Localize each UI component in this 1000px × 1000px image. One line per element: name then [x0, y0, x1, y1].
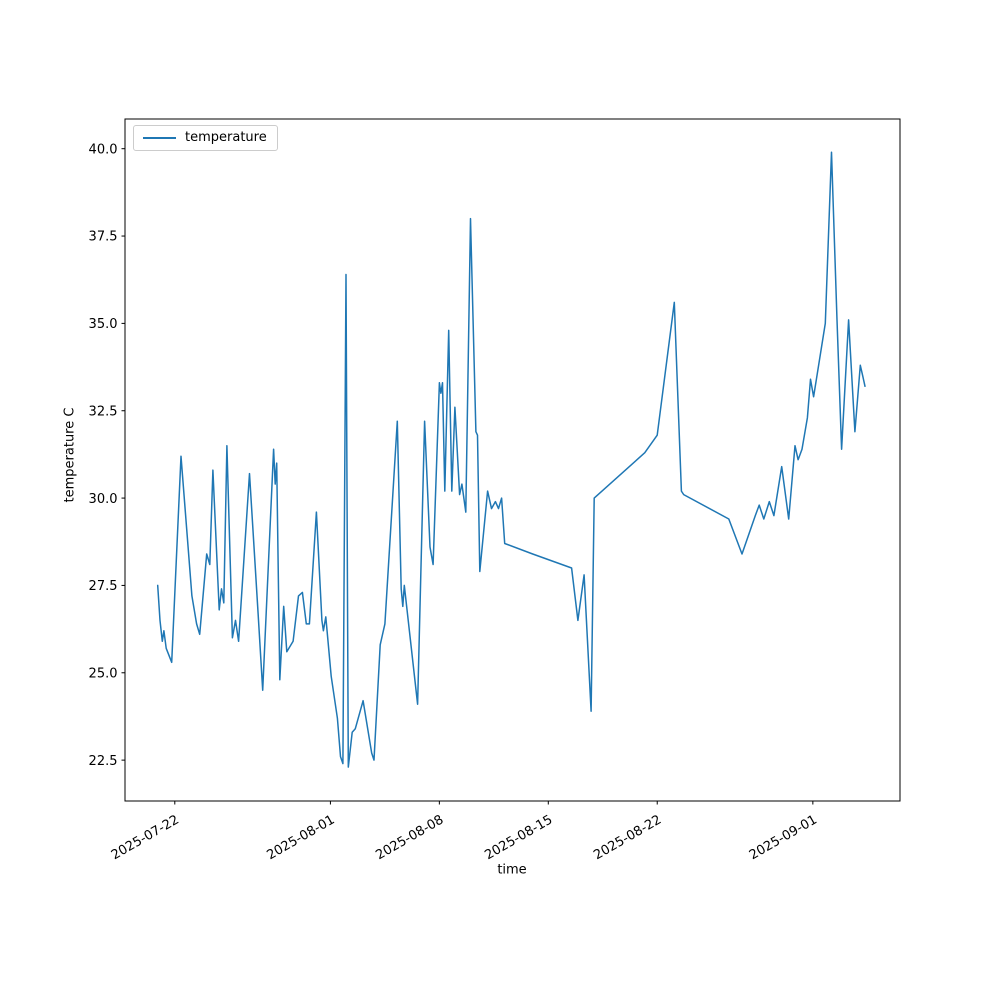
x-tick-label-2025-08-01: 2025-08-01	[264, 812, 337, 863]
x-tick-label-2025-09-01: 2025-09-01	[747, 812, 820, 863]
y-tick-label-22.5: 22.5	[89, 754, 118, 769]
y-tick-label-37.5: 37.5	[89, 230, 118, 245]
x-axis-ticks: 2025-07-22 2025-08-01 2025-08-08 2025-08-15…	[109, 801, 820, 863]
x-tick-label-2025-08-08: 2025-08-08	[373, 812, 446, 863]
y-tick-label-25.0: 25.0	[89, 666, 118, 681]
legend-label: temperature	[185, 130, 267, 145]
x-tick-label-2025-08-15: 2025-08-15	[482, 812, 555, 863]
x-tick-label-2025-08-22: 2025-08-22	[591, 812, 664, 863]
y-tick-label-27.5: 27.5	[89, 579, 118, 594]
temperature-line	[156, 151, 866, 768]
y-tick-label-35.0: 35.0	[89, 317, 118, 332]
y-tick-label-40.0: 40.0	[89, 142, 118, 157]
plot-border	[124, 118, 901, 802]
legend: temperature	[133, 125, 278, 151]
x-tick-label-2025-07-22: 2025-07-22	[109, 812, 182, 863]
y-axis-label: temperature C	[62, 407, 78, 503]
y-axis-ticks: 22.5 25.0 27.5 30.0 32.5 35.0 37.5 40.0	[89, 142, 125, 769]
y-tick-label-30.0: 30.0	[89, 492, 118, 507]
legend-line-sample	[143, 136, 176, 139]
x-axis-label: time	[497, 862, 527, 878]
y-tick-label-32.5: 32.5	[89, 404, 118, 419]
